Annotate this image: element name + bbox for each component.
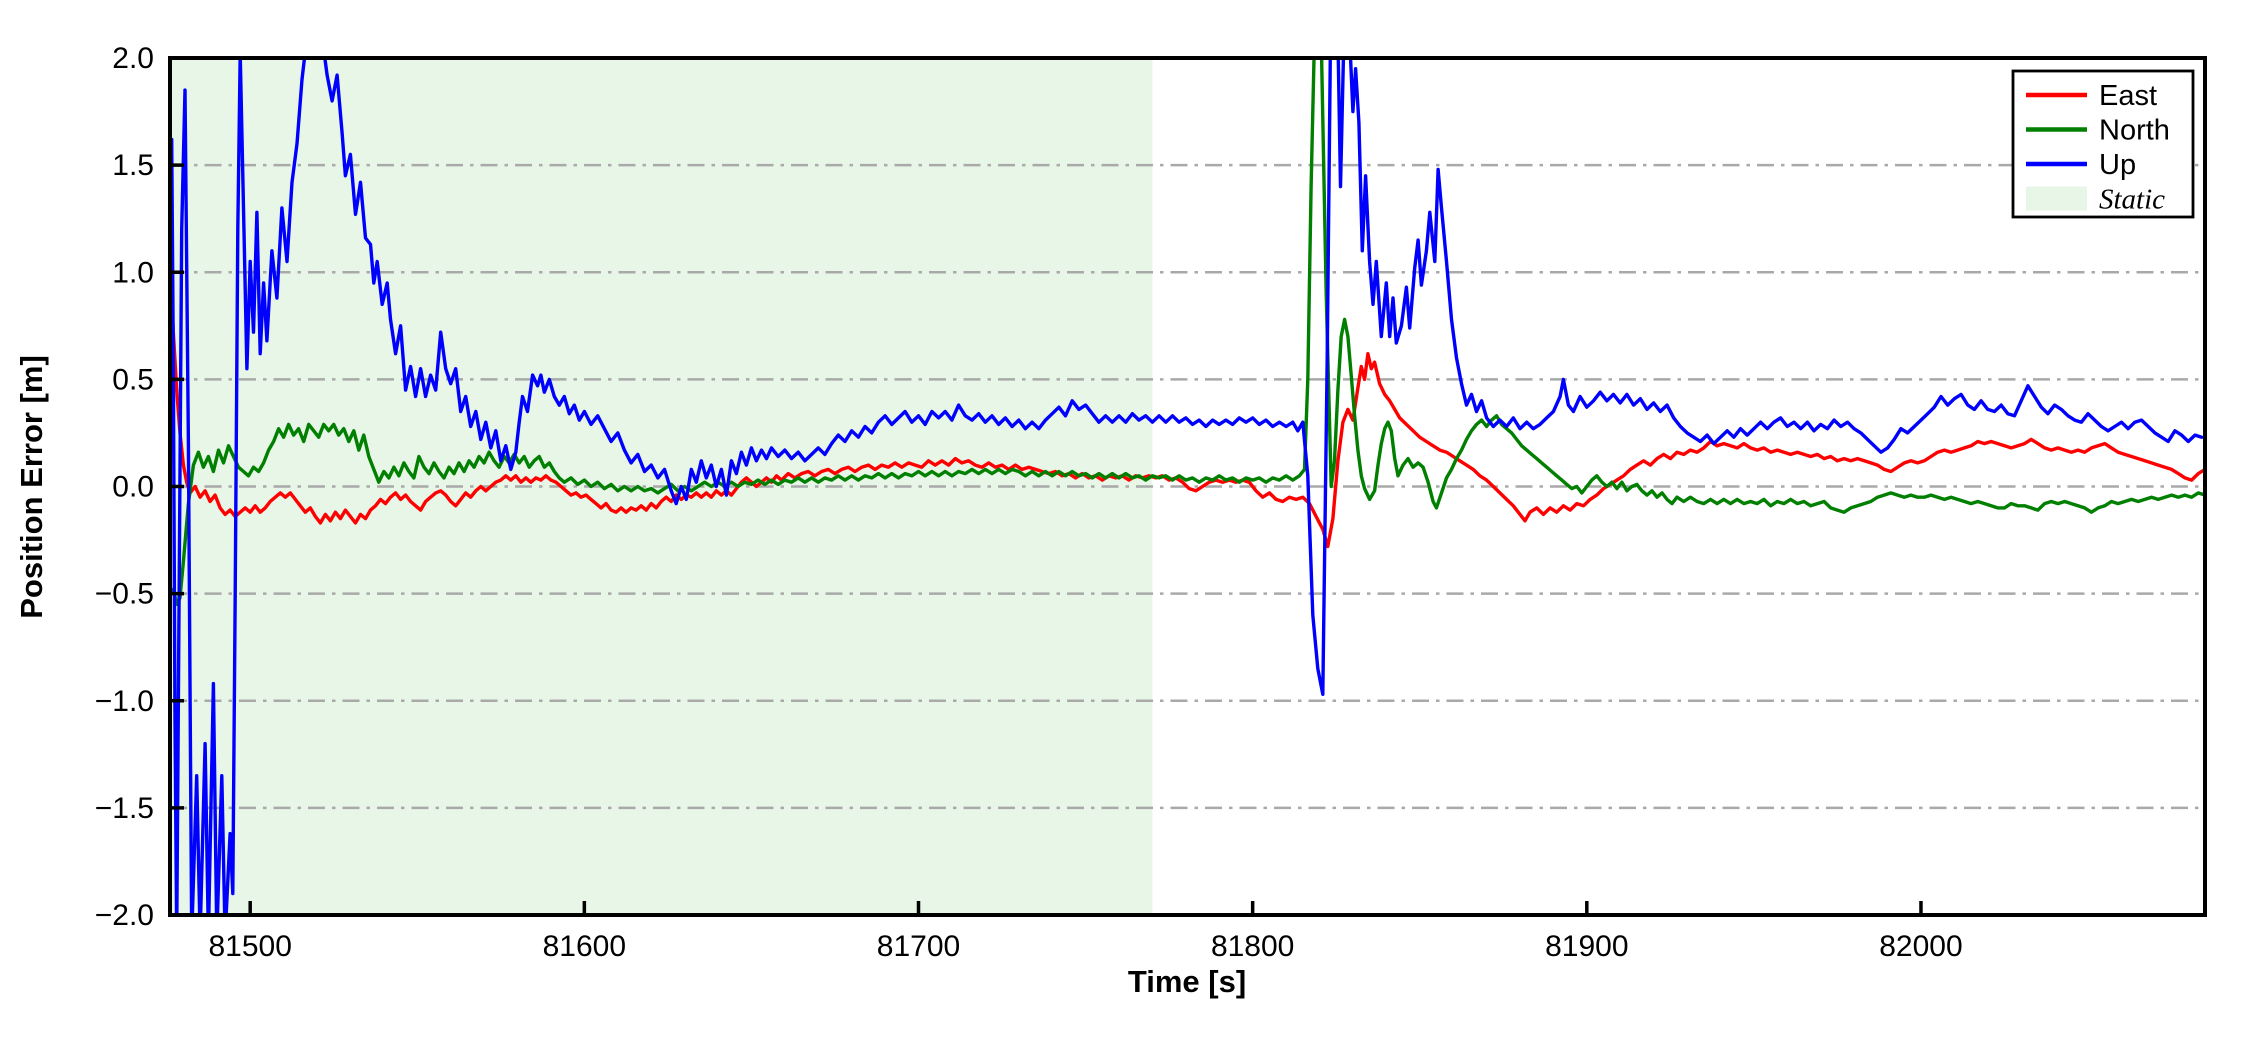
x-tick-label: 82000 — [1879, 930, 1962, 963]
y-tick-label: −2.0 — [95, 899, 154, 932]
legend-label-north: North — [2099, 115, 2170, 147]
y-tick-label: 0.5 — [112, 363, 154, 396]
y-tick-label: −0.5 — [95, 578, 154, 611]
x-tick-label: 81500 — [208, 930, 291, 963]
legend-label-east: East — [2099, 80, 2157, 112]
x-tick-label: 81600 — [543, 930, 626, 963]
x-tick-label: 81700 — [877, 930, 960, 963]
legend-item-north: North — [2026, 115, 2170, 147]
x-axis-label: Time [s] — [1128, 964, 1246, 999]
series-group — [170, 58, 2205, 915]
legend-label-static: Static — [2099, 184, 2165, 216]
y-tick-label: 1.5 — [112, 149, 154, 182]
y-tick-label: 1.0 — [112, 256, 154, 289]
y-tick-label: 0.0 — [112, 471, 154, 504]
y-tick-label: −1.0 — [95, 685, 154, 718]
legend-item-east: East — [2026, 80, 2157, 112]
plot-layer: 81500 81600 81700 81800 81900 82000 −2.0 −1.5 −1… — [95, 42, 2207, 963]
y-tick-label: 2.0 — [112, 42, 154, 75]
plot-border — [168, 56, 2207, 917]
legend-label-up: Up — [2099, 149, 2136, 181]
legend-swatch-static — [2026, 186, 2087, 211]
legend-item-static: Static — [2026, 184, 2165, 216]
series-line-east — [170, 259, 2205, 549]
x-tick-label: 81800 — [1211, 930, 1294, 963]
legend-item-up: Up — [2026, 149, 2136, 181]
series-line-north — [170, 58, 2205, 606]
x-tick-label: 81900 — [1545, 930, 1628, 963]
y-axis-label: Position Error [m] — [14, 355, 49, 619]
y-tick-label: −1.5 — [95, 792, 154, 825]
series-line-up — [170, 58, 2204, 915]
